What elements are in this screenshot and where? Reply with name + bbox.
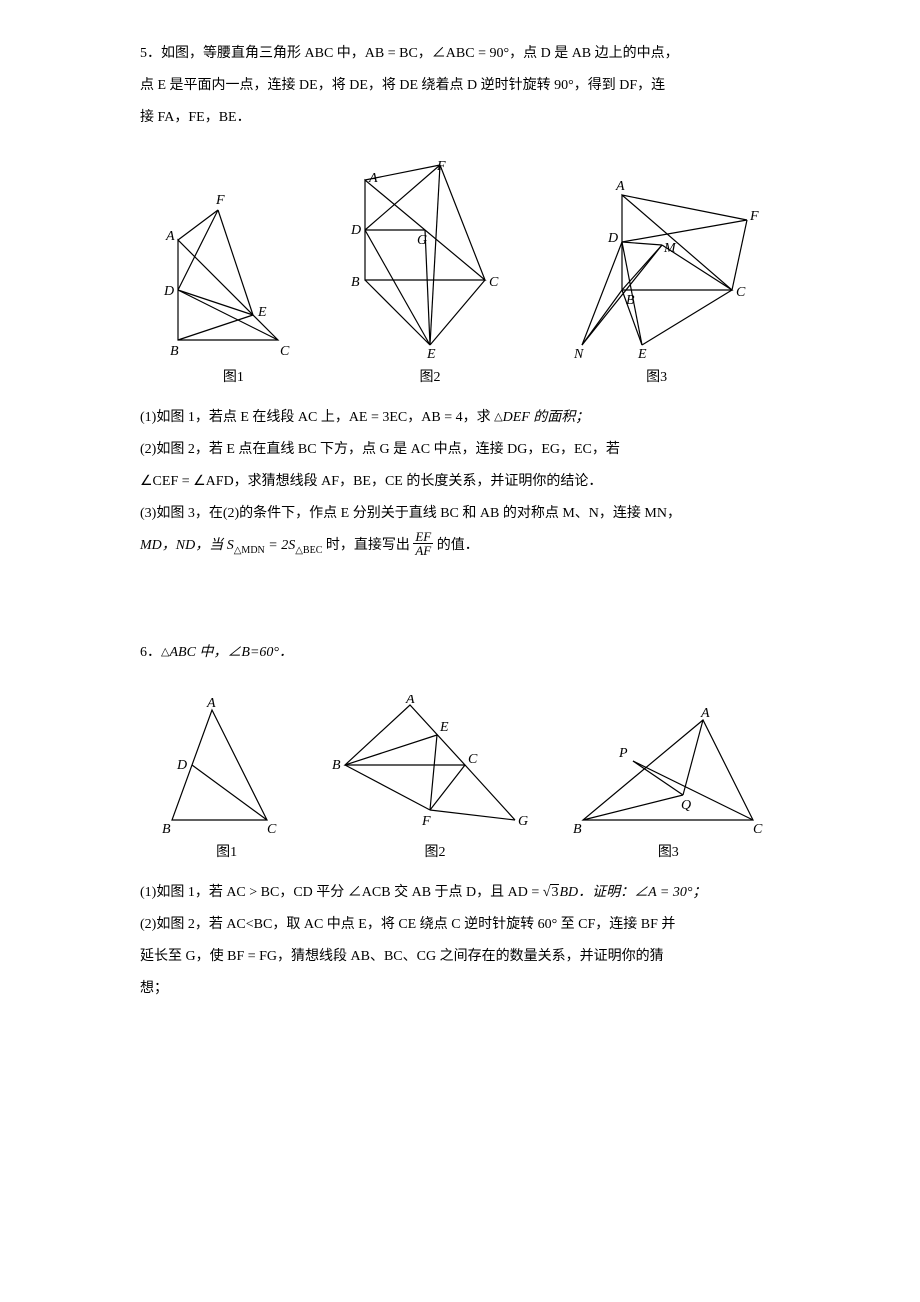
q6-fig2-block: A B C E F G 图2 (330, 695, 540, 867)
sub-mdn: △MDN (234, 545, 265, 556)
q5-f2-A: A (368, 171, 378, 186)
q6-f2-E: E (439, 720, 449, 735)
q5-f3-F: F (749, 209, 759, 224)
q5-f1-F: F (215, 193, 225, 208)
q5-p1b: DEF 的面积； (503, 410, 590, 425)
q5-fig1-caption: 图1 (223, 364, 244, 392)
q5-p3b-a: MD，ND，当 S (140, 538, 234, 553)
q5-p3b-b: = 2S (265, 538, 295, 553)
q5-p1: (1)如图 1，若点 E 在线段 AC 上，AE = 3EC，AB = 4，求 … (140, 404, 780, 432)
q5-f2-D: D (350, 223, 361, 238)
q5-num: 5． (140, 46, 161, 61)
q6-figures: A B C D 图1 A (140, 695, 780, 867)
frac-ef-af: EFAF (413, 530, 433, 557)
q6-fig2-svg: A B C E F G (330, 695, 540, 835)
q5-f3-M: M (663, 241, 677, 256)
q6-line1-text: ABC 中，∠B=60°． (169, 645, 293, 660)
q5-f3-B: B (626, 293, 635, 308)
q6-fig3-caption: 图3 (658, 839, 679, 867)
q5-f3-A: A (615, 179, 625, 194)
q5-figures: A B C D E F 图1 (140, 160, 780, 392)
q5-fig3-caption: 图3 (646, 364, 667, 392)
q6-fig3-svg: A B C P Q (573, 705, 763, 835)
q6-fig3-block: A B C P Q 图3 (573, 705, 763, 867)
q5-f1-A: A (165, 229, 175, 244)
q5-line2: 点 E 是平面内一点，连接 DE，将 DE，将 DE 绕着点 D 逆时针旋转 9… (140, 72, 780, 100)
q5-f1-C: C (280, 344, 290, 359)
q6-p1b: BD．证明：∠A = 30°； (559, 885, 706, 900)
q6-f2-F: F (421, 814, 431, 829)
sqrt-val: 3 (550, 884, 559, 900)
q6-f1-A: A (206, 696, 216, 711)
q5-p2: (2)如图 2，若 E 点在直线 BC 下方，点 G 是 AC 中点，连接 DG… (140, 436, 780, 464)
q5-p3b-d: 的值． (437, 538, 479, 553)
q6-f2-C: C (468, 752, 478, 767)
q5-f2-B: B (351, 275, 360, 290)
q6-f2-B: B (332, 758, 341, 773)
q6-f1-B: B (162, 822, 171, 835)
q5-line1: 5．如图，等腰直角三角形 ABC 中，AB = BC，∠ABC = 90°，点 … (140, 40, 780, 68)
q6-f3-A: A (700, 706, 710, 721)
q5-fig2-caption: 图2 (419, 364, 440, 392)
q5-f2-G: G (417, 233, 427, 248)
q5-p3b-c: 时，直接写出 (322, 538, 410, 553)
q6-f2-G: G (518, 814, 528, 829)
q5-fig3-svg: A B C D E F M N (552, 170, 762, 360)
q5-f2-C: C (489, 275, 499, 290)
q5-fig3-block: A B C D E F M N 图3 (552, 170, 762, 392)
triangle-icon: △ (494, 411, 502, 423)
q6-f3-B: B (573, 822, 582, 835)
q5-f1-E: E (257, 305, 267, 320)
sub-bec: △BEC (295, 545, 322, 556)
frac-num: EF (413, 530, 433, 544)
q6-fig2-caption: 图2 (424, 839, 445, 867)
q5-f3-C: C (736, 285, 746, 300)
q5-p1a: (1)如图 1，若点 E 在线段 AC 上，AE = 3EC，AB = 4，求 (140, 410, 494, 425)
q6-p1a: (1)如图 1，若 AC > BC，CD 平分 ∠ACB 交 AB 于点 D，且… (140, 885, 543, 900)
q5-f1-D: D (163, 284, 174, 299)
q5-line1-text: 如图，等腰直角三角形 ABC 中，AB = BC，∠ABC = 90°，点 D … (161, 46, 679, 61)
q5-p3b: MD，ND，当 S△MDN = 2S△BEC 时，直接写出 EFAF 的值． (140, 532, 780, 561)
q5-p2b: ∠CEF = ∠AFD，求猜想线段 AF，BE，CE 的长度关系，并证明你的结论… (140, 468, 780, 496)
q5-fig2-svg: A B C D E F G (345, 160, 515, 360)
sqrt-icon: 3 (543, 879, 560, 907)
q5-fig1-svg: A B C D E F (158, 190, 308, 360)
q5-f1-B: B (170, 344, 179, 359)
q6-line1: 6．△ABC 中，∠B=60°． (140, 639, 780, 667)
q6-f3-P: P (618, 746, 628, 761)
q5-fig2-block: A B C D E F G 图2 (345, 160, 515, 392)
q6-p2: (2)如图 2，若 AC<BC，取 AC 中点 E，将 CE 绕点 C 逆时针旋… (140, 911, 780, 939)
q5-line3: 接 FA，FE，BE． (140, 104, 780, 132)
q5-f3-N: N (573, 347, 584, 360)
q6-f3-Q: Q (681, 798, 691, 813)
q5-f3-E: E (637, 347, 647, 360)
q6-p2c: 想； (140, 975, 780, 1003)
q5-fig1-block: A B C D E F 图1 (158, 190, 308, 392)
q6-f2-A: A (405, 695, 415, 707)
q6-p1: (1)如图 1，若 AC > BC，CD 平分 ∠ACB 交 AB 于点 D，且… (140, 879, 780, 907)
spacer (140, 579, 780, 639)
q6-f1-D: D (176, 758, 187, 773)
q6-f3-C: C (753, 822, 763, 835)
q6-f1-C: C (267, 822, 277, 835)
q6-p2b: 延长至 G，使 BF = FG，猜想线段 AB、BC、CG 之间存在的数量关系，… (140, 943, 780, 971)
q5-f3-D: D (607, 231, 618, 246)
q6-num: 6． (140, 645, 161, 660)
q5-p3: (3)如图 3，在(2)的条件下，作点 E 分别关于直线 BC 和 AB 的对称… (140, 500, 780, 528)
q5-f2-F: F (436, 160, 446, 174)
frac-den: AF (413, 544, 433, 557)
triangle-icon-2: △ (161, 646, 169, 658)
q6-fig1-svg: A B C D (157, 695, 297, 835)
q5-f2-E: E (426, 347, 436, 360)
q6-fig1-caption: 图1 (216, 839, 237, 867)
q6-fig1-block: A B C D 图1 (157, 695, 297, 867)
